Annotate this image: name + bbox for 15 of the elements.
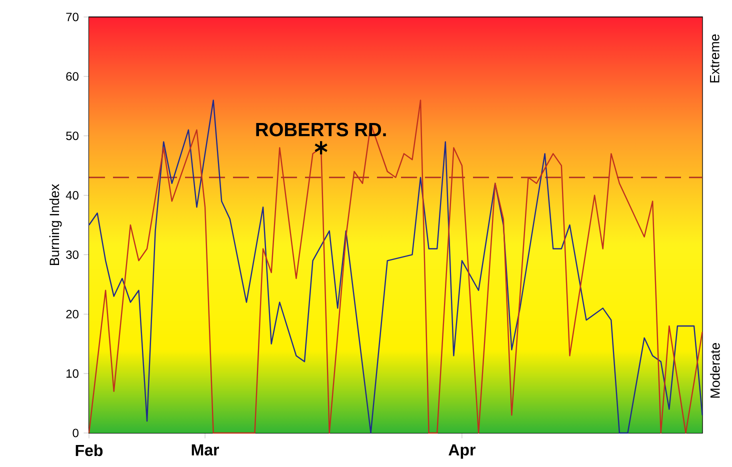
y-tick-label: 10 [66, 369, 78, 378]
y-tick-label: 50 [66, 132, 78, 140]
x-tick-label: Feb [76, 444, 103, 456]
x-tick-label: Mar [192, 444, 220, 456]
y-axis-title: Burning Index [49, 184, 62, 266]
annotation: ROBERTS RD. [256, 122, 386, 136]
text: Extreme [710, 34, 720, 82]
y-tick-label: 30 [66, 250, 78, 259]
y-tick-label: 40 [66, 191, 78, 200]
y-tick-label: 70 [66, 12, 78, 22]
y-tick-label: 60 [66, 72, 78, 81]
y-tick-label: 20 [66, 310, 78, 318]
y-tick-label: 0 [72, 428, 78, 438]
x-tick-label: Apr [448, 444, 476, 459]
text: Moderate [710, 343, 720, 398]
